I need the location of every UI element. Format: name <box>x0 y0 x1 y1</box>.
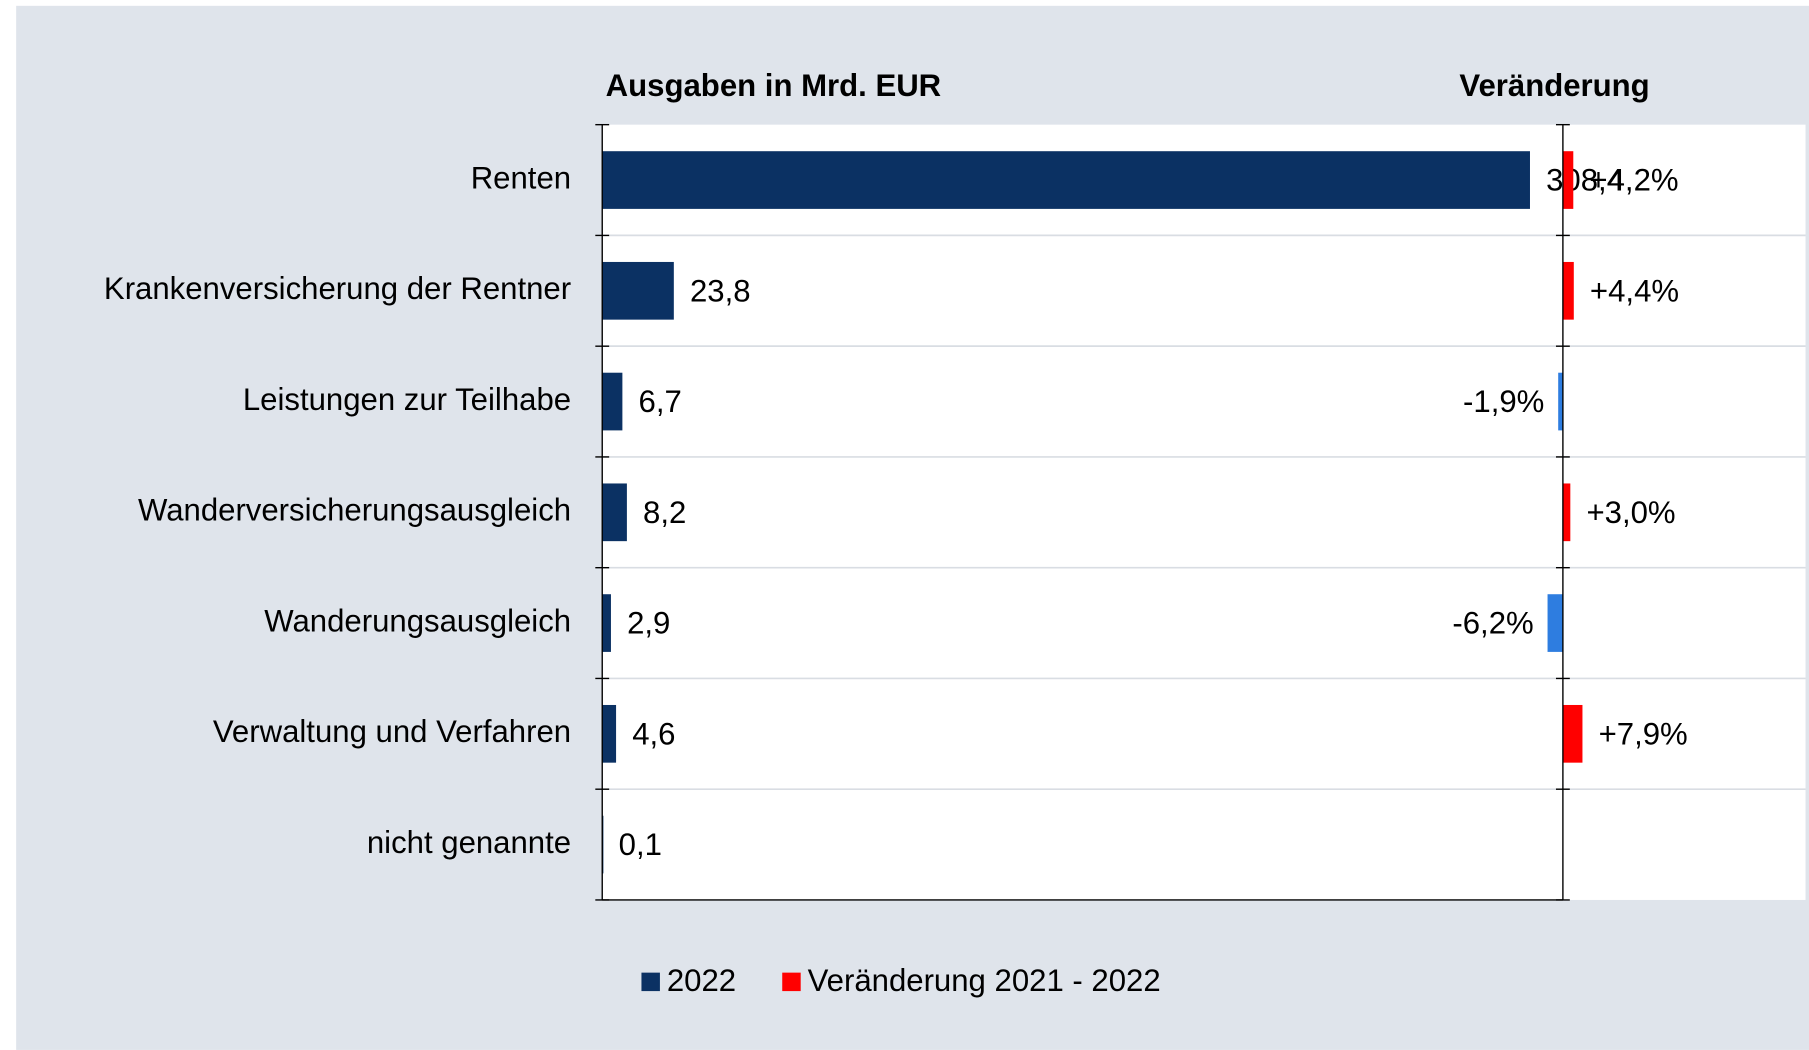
category-label: Krankenversicherung der Rentner <box>104 271 571 306</box>
data-label: 8,2 <box>643 495 686 530</box>
category-label: Wanderversicherungsausgleich <box>138 493 571 528</box>
category-label: nicht genannte <box>367 825 571 860</box>
data-label: 4,6 <box>632 716 675 751</box>
data-label: 2,9 <box>627 606 670 641</box>
legend-label: Veränderung 2021 - 2022 <box>808 963 1161 998</box>
change-bar <box>1547 594 1563 652</box>
legend-label: 2022 <box>667 963 736 998</box>
change-bar <box>1558 372 1563 431</box>
bar <box>602 483 627 542</box>
category-label: Verwaltung und Verfahren <box>213 714 571 749</box>
category-label: Wanderungsausgleich <box>264 603 571 638</box>
bar <box>602 704 617 763</box>
change-title: Veränderung <box>1459 68 1649 103</box>
data-label: -1,9% <box>1463 384 1544 419</box>
data-label: 6,7 <box>639 384 682 419</box>
legend-swatch <box>641 972 660 992</box>
data-label: +3,0% <box>1586 495 1675 530</box>
data-label: -6,2% <box>1452 606 1533 641</box>
bar <box>602 594 611 652</box>
category-label: Renten <box>471 160 571 195</box>
data-label: +4,4% <box>1590 273 1679 308</box>
data-label: +7,9% <box>1599 716 1688 751</box>
bar <box>602 261 674 320</box>
data-label: 0,1 <box>619 827 662 862</box>
chart-title: Ausgaben in Mrd. EUR <box>606 68 941 103</box>
data-label: 23,8 <box>690 273 751 308</box>
bar <box>602 372 623 431</box>
change-bar <box>1562 151 1574 209</box>
legend-swatch <box>782 972 801 992</box>
change-bar <box>1562 483 1571 542</box>
bar <box>602 151 1530 209</box>
change-bar <box>1562 261 1574 320</box>
plot-area <box>602 124 1806 900</box>
data-label: +4,2% <box>1589 163 1678 198</box>
data-label: 308,4 <box>1546 163 1624 198</box>
category-label: Leistungen zur Teilhabe <box>243 382 571 417</box>
change-bar <box>1562 704 1583 763</box>
